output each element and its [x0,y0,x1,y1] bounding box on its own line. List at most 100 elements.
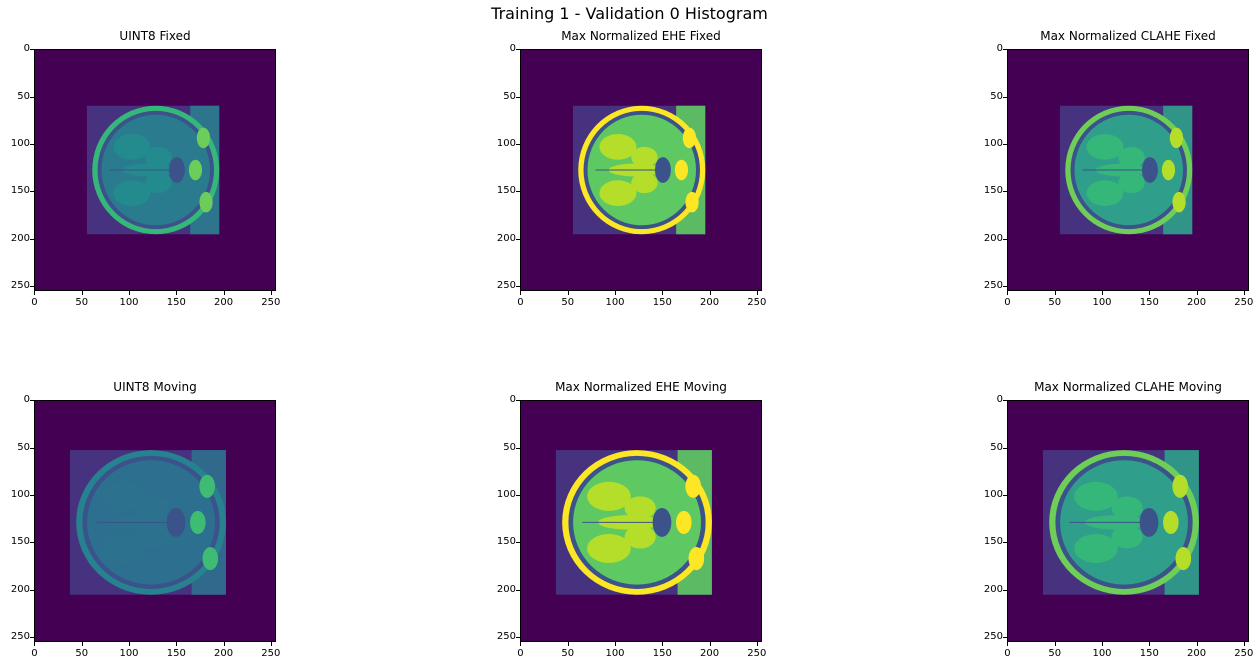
x-tick-mark [1149,291,1151,295]
y-tick-mark [1003,495,1007,496]
x-tick-mark [270,291,272,295]
x-tick-mark [567,642,569,646]
image-axes: 0 0 50 50 100 100 150 150 200 200 250 250 [11,44,280,308]
image-axes: 0 0 50 50 100 100 150 150 200 200 250 250 [984,395,1253,659]
x-tick-label: 100 [605,297,625,308]
y-tick-mark [30,238,34,240]
bright-tissue [685,191,699,213]
y-tick-label: 0 [23,43,30,55]
y-tick-label: 100 [983,138,1003,149]
brain-slice-image [1059,105,1193,235]
panel-uint8-moving: UINT8 Moving 0 0 50 50 100 100 150 150 200 200 250… [11,380,280,659]
white-matter [624,525,656,549]
x-tick-mark [1243,291,1245,295]
brainstem [652,507,672,537]
y-tick-mark [1003,447,1007,449]
x-tick-mark [1102,291,1103,295]
y-tick-mark [516,589,520,591]
y-tick-label: 50 [503,441,516,453]
y-tick-mark [30,542,34,544]
y-tick-label: 100 [10,489,30,500]
x-tick-label: 0 [517,297,524,308]
y-tick-label: 0 [509,394,516,406]
x-tick-mark [1243,642,1245,646]
y-tick-mark [1003,285,1007,287]
x-tick-label: 250 [1234,648,1254,659]
y-tick-label: 0 [23,394,30,406]
x-tick-label: 0 [1004,297,1011,308]
x-tick-label: 100 [1092,648,1112,659]
y-tick-mark [1003,96,1007,98]
y-tick-label: 0 [996,43,1003,55]
image-axes: 0 0 50 50 100 100 150 150 200 200 250 250 [497,44,766,308]
y-tick-mark [516,447,520,449]
panel-title: UINT8 Fixed [119,29,191,43]
x-tick-mark [1196,642,1198,646]
x-tick-mark [756,642,758,646]
y-tick-label: 250 [983,630,1003,642]
white-matter [101,533,145,563]
white-matter [1111,496,1143,520]
y-tick-mark [1003,589,1007,591]
y-tick-label: 200 [496,583,516,595]
x-tick-label: 150 [652,648,672,659]
y-tick-label: 150 [496,536,516,548]
white-matter [138,496,170,520]
x-tick-mark [176,291,178,295]
y-tick-mark [30,447,34,449]
y-tick-label: 150 [983,185,1003,197]
y-tick-label: 50 [17,441,30,453]
panel-title: Max Normalized CLAHE Fixed [1040,29,1216,43]
bright-tissue [1175,547,1192,571]
panel-title: Max Normalized EHE Moving [555,380,727,394]
brain-slice-image [86,105,220,235]
bright-tissue [196,127,211,149]
x-tick-mark [34,291,36,295]
y-tick-label: 50 [990,441,1003,453]
white-matter [138,525,170,549]
white-matter [587,481,631,511]
x-tick-mark [615,642,616,646]
y-tick-label: 250 [496,279,516,291]
x-tick-label: 200 [699,297,720,308]
y-tick-mark [1003,636,1007,638]
x-tick-label: 50 [1048,648,1062,659]
panel-title: Max Normalized CLAHE Moving [1034,380,1222,394]
bright-tissue [676,510,692,534]
y-tick-label: 200 [983,583,1003,595]
y-tick-label: 200 [983,232,1003,244]
bright-tissue [190,510,206,534]
x-tick-label: 50 [75,648,89,659]
y-tick-label: 100 [983,489,1003,500]
y-tick-mark [516,49,520,51]
bright-tissue [199,474,215,498]
image-axes: 0 0 50 50 100 100 150 150 200 200 250 250 [11,395,280,659]
x-tick-label: 250 [261,297,281,308]
x-tick-mark [756,291,758,295]
y-tick-label: 100 [496,138,516,149]
y-tick-mark [516,495,520,496]
white-matter [1086,180,1124,206]
x-tick-mark [567,291,569,295]
x-tick-mark [1102,642,1103,646]
x-tick-label: 100 [119,297,139,308]
x-tick-mark [1007,642,1009,646]
y-tick-label: 250 [496,630,516,642]
y-tick-mark [516,542,520,544]
y-tick-label: 250 [983,279,1003,291]
x-tick-mark [270,642,272,646]
x-tick-label: 200 [1186,648,1207,659]
x-tick-label: 250 [261,648,281,659]
figure-title: Training 1 - Validation 0 Histogram [491,4,768,23]
y-tick-label: 150 [10,536,30,548]
bright-tissue [685,474,701,498]
x-tick-label: 150 [166,648,186,659]
panel-clahe-moving: Max Normalized CLAHE Moving 0 0 50 50 100 100… [984,380,1253,659]
x-tick-mark [129,642,130,646]
y-tick-mark [30,96,34,98]
brain-slice-image [555,450,712,595]
white-matter [1118,172,1145,194]
white-matter [631,172,658,194]
y-tick-label: 150 [983,536,1003,548]
y-tick-label: 0 [996,394,1003,406]
